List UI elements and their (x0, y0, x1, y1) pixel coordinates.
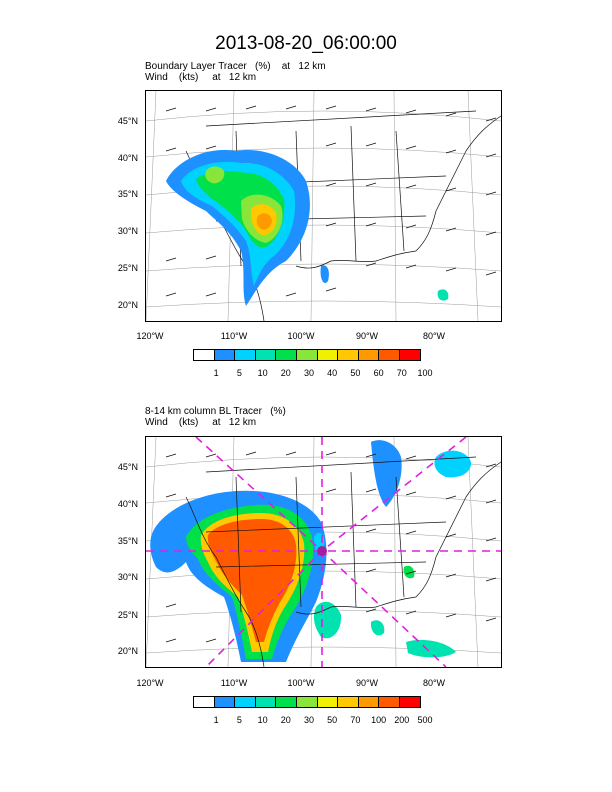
panel-1-wind-barbs (165, 105, 497, 297)
panel-1-colorbar-label: 30 (303, 368, 314, 378)
panel-1-lat-label: 35°N (117, 189, 138, 199)
panel-2-title: 8-14 km column BL Tracer (%) Wind (kts) … (145, 406, 286, 428)
panel-2-colorbar-label: 500 (417, 715, 433, 725)
panel-2-center-marker (317, 546, 327, 556)
panel-2-colorbar-label: 20 (280, 715, 291, 725)
panel-1-lon-label: 90°W (355, 331, 379, 341)
panel-1-title-line1: Boundary Layer Tracer (%) at 12 km (145, 61, 326, 72)
panel-2-lon-label: 100°W (287, 678, 315, 688)
panel-2-lat-label: 35°N (117, 536, 138, 546)
panel-2-map[interactable] (145, 436, 502, 668)
panel-2-map-canvas (146, 437, 501, 667)
panel-2-coastlines (185, 456, 501, 667)
panel-2-colorbar-label: 200 (394, 715, 410, 725)
panel-2-title-line1: 8-14 km column BL Tracer (%) (145, 406, 286, 417)
panel-2-lon-label: 120°W (136, 678, 164, 688)
panel-2-lat-label: 45°N (117, 462, 138, 472)
colorbar-swatch (295, 696, 318, 708)
panel-2-colorbar-label: 5 (236, 715, 242, 725)
colorbar-swatch (357, 696, 380, 708)
panel-1-lat-label: 45°N (117, 116, 138, 126)
panel-1-colorbar-label: 50 (350, 368, 361, 378)
panel-2-colorbar-label: 1 (213, 715, 219, 725)
colorbar-swatch (254, 696, 277, 708)
panel-2-wind-barbs (165, 451, 497, 643)
colorbar-swatch (193, 696, 215, 708)
panel-1-colorbar-label: 70 (396, 368, 407, 378)
panel-1-colorbar-label: 5 (236, 368, 242, 378)
panel-2-lat-label: 40°N (117, 499, 138, 509)
panel-2-colorbar-label: 30 (303, 715, 314, 725)
panel-2-lat-label: 20°N (117, 646, 138, 656)
panel-2-title-line2: Wind (kts) at 12 km (145, 417, 257, 428)
colorbar-swatch (275, 696, 297, 708)
panel-1-lon-label: 120°W (136, 331, 164, 341)
colorbar-swatch (193, 349, 215, 361)
colorbar-swatch (316, 696, 339, 708)
panel-1-lon-label: 100°W (287, 331, 315, 341)
colorbar-swatch (213, 349, 236, 361)
panel-1-map-canvas (146, 91, 501, 321)
panel-1-title-line2: Wind (kts) at 12 km (145, 72, 257, 83)
panel-1-colorbar-label: 60 (373, 368, 384, 378)
colorbar-swatch (234, 349, 256, 361)
panel-1-lat-label: 20°N (117, 300, 138, 310)
panel-2-lon-label: 110°W (220, 678, 248, 688)
panel-1-tracer-plume (166, 150, 449, 306)
panel-2-colorbar-label: 70 (350, 715, 361, 725)
panel-2-colorbar-label: 100 (371, 715, 387, 725)
colorbar-swatch (295, 349, 318, 361)
panel-1-lon-label: 80°W (422, 331, 446, 341)
colorbar-swatch (378, 349, 400, 361)
colorbar-swatch (213, 696, 236, 708)
panel-1-colorbar-label: 10 (257, 368, 268, 378)
colorbar-swatch (337, 349, 359, 361)
panel-1-colorbar-label: 100 (417, 368, 433, 378)
panel-2-lon-label: 90°W (355, 678, 379, 688)
panel-1-map[interactable] (145, 90, 502, 322)
colorbar-swatch (398, 696, 421, 708)
panel-2-tracer-plume (150, 440, 472, 662)
colorbar-swatch (337, 696, 359, 708)
panel-1-lon-label: 110°W (220, 331, 248, 341)
panel-2-lon-label: 80°W (422, 678, 446, 688)
colorbar-swatch (378, 696, 400, 708)
colorbar-swatch (254, 349, 277, 361)
panel-1-lat-label: 30°N (117, 226, 138, 236)
colorbar-swatch (398, 349, 421, 361)
panel-1-colorbar-label: 20 (280, 368, 291, 378)
panel-2-lat-label: 25°N (117, 610, 138, 620)
panel-2-lat-label: 30°N (117, 572, 138, 582)
panel-1-colorbar-label: 40 (327, 368, 338, 378)
panel-2-colorbar-label: 10 (257, 715, 268, 725)
panel-1-lat-label: 25°N (117, 263, 138, 273)
page-title: 2013-08-20_06:00:00 (215, 33, 397, 54)
panel-2-colorbar (193, 696, 421, 708)
panel-1-colorbar (193, 349, 421, 361)
colorbar-swatch (275, 349, 297, 361)
colorbar-swatch (234, 696, 256, 708)
panel-1-title: Boundary Layer Tracer (%) at 12 km Wind … (145, 61, 326, 83)
panel-1-lat-label: 40°N (117, 153, 138, 163)
panel-1-colorbar-label: 1 (213, 368, 219, 378)
panel-2-colorbar-label: 50 (327, 715, 338, 725)
colorbar-swatch (357, 349, 380, 361)
colorbar-swatch (316, 349, 339, 361)
